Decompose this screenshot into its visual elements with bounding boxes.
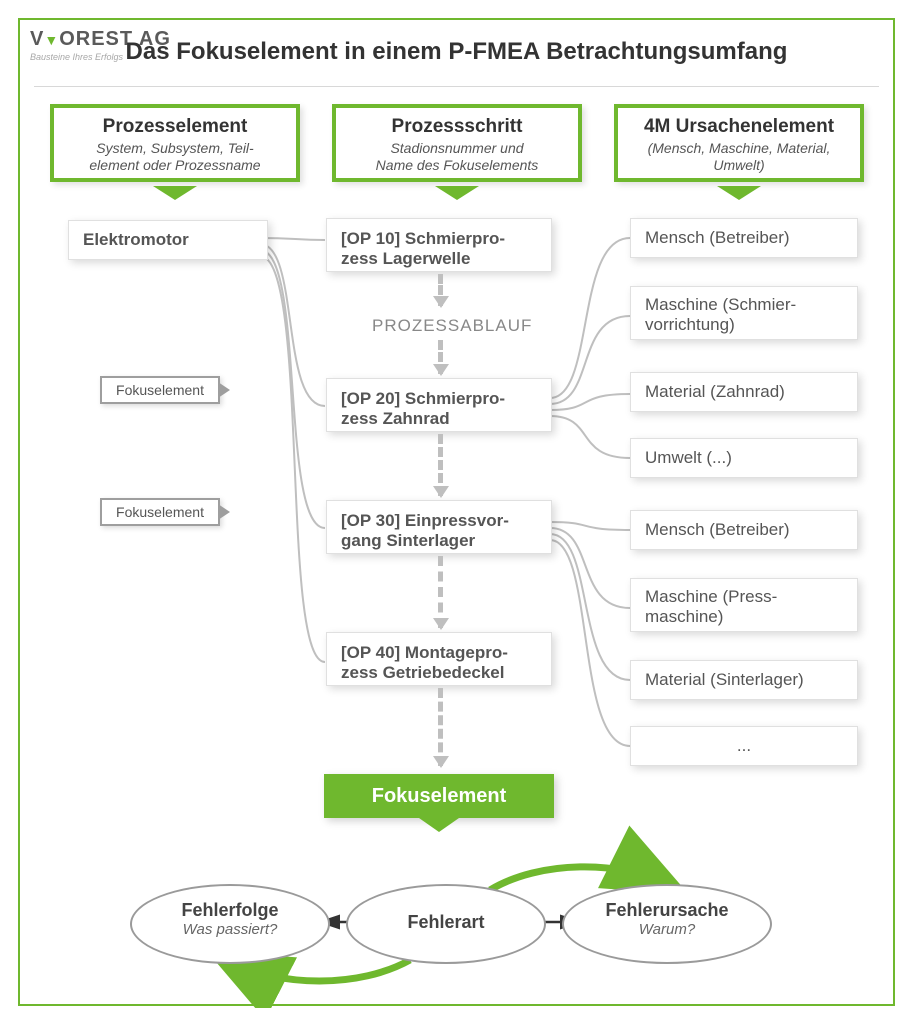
node-label: Umwelt (...) bbox=[645, 448, 732, 467]
node-label: [OP 20] Schmierpro-zess Zahnrad bbox=[341, 389, 505, 428]
node-cause-mensch2: Mensch (Betreiber) bbox=[630, 510, 858, 550]
node-label: Material (Sinterlager) bbox=[645, 670, 804, 689]
col-right-sub: (Mensch, Maschine, Material,Umwelt) bbox=[628, 140, 850, 174]
node-label: Material (Zahnrad) bbox=[645, 382, 785, 401]
node-label: [OP 30] Einpressvor-gang Sinterlager bbox=[341, 511, 509, 550]
col-header-right: 4M Ursachenelement (Mensch, Maschine, Ma… bbox=[614, 104, 864, 182]
node-cause-umwelt: Umwelt (...) bbox=[630, 438, 858, 478]
dash-arrow-icon bbox=[438, 274, 443, 306]
dash-arrow-icon bbox=[438, 434, 443, 496]
diagram-frame: V▼OREST AG Bausteine Ihres Erfolgs Das F… bbox=[18, 18, 895, 1006]
dash-arrow-icon bbox=[438, 340, 443, 374]
page-title: Das Fokuselement in einem P-FMEA Betrach… bbox=[20, 38, 893, 66]
chevron-icon bbox=[153, 186, 197, 200]
col-right-title: 4M Ursachenelement bbox=[628, 116, 850, 138]
node-label: [OP 10] Schmierpro-zess Lagerwelle bbox=[341, 229, 505, 268]
node-label: ... bbox=[737, 736, 751, 755]
node-cause-maschine1: Maschine (Schmier-vorrichtung) bbox=[630, 286, 858, 340]
node-op10: [OP 10] Schmierpro-zess Lagerwelle bbox=[326, 218, 552, 272]
ellipse-title: Fehlerfolge bbox=[132, 900, 328, 921]
title-divider bbox=[34, 86, 879, 87]
node-label: Mensch (Betreiber) bbox=[645, 520, 790, 539]
node-cause-maschine2: Maschine (Press-maschine) bbox=[630, 578, 858, 632]
tag-label: Fokuselement bbox=[116, 504, 204, 520]
ellipse-title: Fehlerursache bbox=[564, 900, 770, 921]
col-left-title: Prozesselement bbox=[64, 116, 286, 138]
process-flow-label: PROZESSABLAUF bbox=[372, 316, 532, 336]
node-cause-material2: Material (Sinterlager) bbox=[630, 660, 858, 700]
col-left-sub: System, Subsystem, Teil-element oder Pro… bbox=[64, 140, 286, 174]
chevron-icon bbox=[717, 186, 761, 200]
ellipse-sub: Warum? bbox=[564, 921, 770, 938]
fokus-label: Fokuselement bbox=[372, 785, 506, 807]
ellipse-fehlerfolge: Fehlerfolge Was passiert? bbox=[130, 884, 330, 964]
col-mid-title: Prozessschritt bbox=[346, 116, 568, 138]
dash-arrow-icon bbox=[438, 688, 443, 766]
chevron-icon bbox=[435, 186, 479, 200]
ellipse-fehlerursache: Fehlerursache Warum? bbox=[562, 884, 772, 964]
col-mid-sub: Stadionsnummer undName des Fokuselements bbox=[346, 140, 568, 174]
node-cause-more: ... bbox=[630, 726, 858, 766]
node-op40: [OP 40] Montagepro-zess Getriebedeckel bbox=[326, 632, 552, 686]
tag-label: Fokuselement bbox=[116, 382, 204, 398]
dash-arrow-icon bbox=[438, 556, 443, 628]
node-label: Maschine (Schmier-vorrichtung) bbox=[645, 295, 796, 334]
col-header-left: Prozesselement System, Subsystem, Teil-e… bbox=[50, 104, 300, 182]
node-op20: [OP 20] Schmierpro-zess Zahnrad bbox=[326, 378, 552, 432]
node-label: Maschine (Press-maschine) bbox=[645, 587, 777, 626]
node-cause-material1: Material (Zahnrad) bbox=[630, 372, 858, 412]
tag-fokuselement-2: Fokuselement bbox=[100, 498, 220, 526]
ellipse-fehlerart: Fehlerart bbox=[346, 884, 546, 964]
fokus-highlight: Fokuselement bbox=[324, 774, 554, 818]
node-op30: [OP 30] Einpressvor-gang Sinterlager bbox=[326, 500, 552, 554]
node-elektromotor: Elektromotor bbox=[68, 220, 268, 260]
ellipse-sub: Was passiert? bbox=[132, 921, 328, 938]
col-header-mid: Prozessschritt Stadionsnummer undName de… bbox=[332, 104, 582, 182]
tag-fokuselement-1: Fokuselement bbox=[100, 376, 220, 404]
node-label: [OP 40] Montagepro-zess Getriebedeckel bbox=[341, 643, 508, 682]
node-cause-mensch1: Mensch (Betreiber) bbox=[630, 218, 858, 258]
node-label: Elektromotor bbox=[83, 230, 189, 249]
node-label: Mensch (Betreiber) bbox=[645, 228, 790, 247]
ellipse-title: Fehlerart bbox=[348, 912, 544, 933]
